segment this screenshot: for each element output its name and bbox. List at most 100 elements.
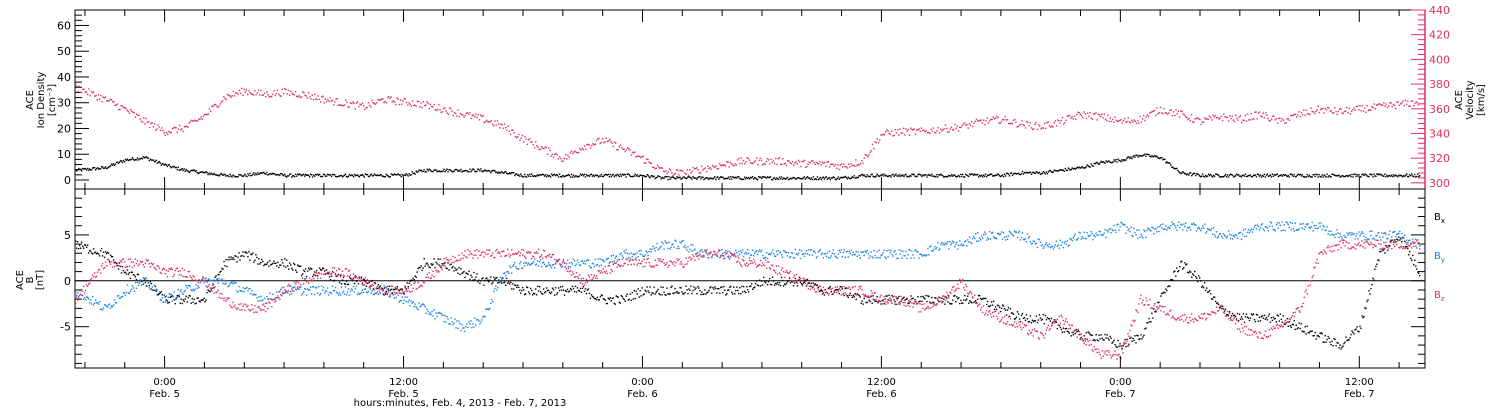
Bx-point bbox=[309, 267, 312, 269]
Bx-point bbox=[702, 293, 704, 296]
Bx-point bbox=[314, 274, 317, 277]
Bx-point bbox=[546, 289, 549, 292]
Bx-point bbox=[556, 292, 559, 294]
y-right-tick-label: 300 bbox=[1429, 177, 1450, 190]
density-point bbox=[390, 173, 392, 175]
velocity-point bbox=[1398, 104, 1401, 106]
Bx-point bbox=[750, 285, 752, 287]
density-point bbox=[374, 174, 377, 176]
velocity-point bbox=[834, 163, 837, 166]
density-point bbox=[678, 176, 680, 179]
Bx-point bbox=[713, 288, 715, 290]
density-point bbox=[1065, 169, 1067, 171]
By-point bbox=[1077, 237, 1079, 240]
density-point bbox=[1385, 176, 1387, 178]
density-point bbox=[557, 176, 560, 178]
Bx-point bbox=[813, 284, 816, 286]
density-point bbox=[1414, 173, 1416, 176]
By-point bbox=[484, 316, 486, 318]
Bx-point bbox=[788, 277, 791, 279]
Bx-point bbox=[1045, 319, 1048, 321]
velocity-point bbox=[1119, 119, 1121, 122]
density-point bbox=[1395, 174, 1397, 176]
Bx-point bbox=[579, 287, 582, 290]
velocity-point bbox=[1224, 116, 1226, 118]
velocity-point bbox=[470, 117, 472, 120]
Bx-point bbox=[177, 294, 179, 297]
velocity-point bbox=[1000, 120, 1003, 123]
Bx-point bbox=[777, 284, 780, 286]
density-point bbox=[510, 172, 512, 175]
density-point bbox=[1260, 176, 1263, 178]
Bx-point bbox=[1311, 330, 1313, 332]
density-point bbox=[1099, 162, 1101, 164]
By-point bbox=[1016, 236, 1019, 239]
Bx-point bbox=[142, 283, 145, 285]
By-point bbox=[650, 250, 652, 253]
velocity-point bbox=[574, 150, 576, 153]
Bx-point bbox=[346, 283, 349, 286]
density-point bbox=[1317, 176, 1319, 178]
velocity-point bbox=[1192, 121, 1194, 123]
velocity-point bbox=[730, 163, 733, 165]
density-point bbox=[438, 170, 440, 172]
velocity-point bbox=[419, 106, 421, 108]
velocity-point bbox=[1367, 109, 1370, 111]
Bx-point bbox=[1253, 318, 1256, 321]
Bx-point bbox=[202, 299, 204, 301]
By-point bbox=[651, 248, 653, 251]
By-point bbox=[403, 299, 405, 302]
By-point bbox=[828, 250, 831, 253]
Bx-point bbox=[923, 296, 925, 299]
Bx-point bbox=[751, 288, 754, 291]
density-point bbox=[580, 174, 583, 176]
velocity-point bbox=[955, 127, 957, 129]
Bx-point bbox=[466, 272, 468, 275]
velocity-point bbox=[741, 162, 744, 165]
density-point bbox=[927, 174, 929, 176]
velocity-point bbox=[333, 104, 335, 106]
By-point bbox=[285, 290, 287, 292]
Bx-point bbox=[535, 294, 538, 296]
Bx-point bbox=[358, 276, 361, 278]
density-point bbox=[408, 173, 410, 175]
density-point bbox=[1025, 171, 1028, 174]
velocity-point bbox=[1385, 103, 1387, 105]
velocity-point bbox=[604, 141, 606, 143]
By-point bbox=[693, 249, 695, 252]
Bx-point bbox=[959, 302, 961, 305]
Bx-point bbox=[75, 240, 77, 242]
By-point bbox=[570, 261, 573, 264]
Bx-point bbox=[1137, 335, 1139, 337]
By-point bbox=[177, 288, 179, 291]
velocity-point bbox=[343, 104, 346, 106]
density-point bbox=[1002, 175, 1005, 178]
density-point bbox=[465, 169, 467, 172]
density-point bbox=[889, 174, 891, 177]
By-point bbox=[151, 286, 154, 288]
By-point bbox=[503, 272, 505, 275]
velocity-point bbox=[832, 163, 834, 165]
By-point bbox=[264, 297, 266, 300]
velocity-point bbox=[1392, 103, 1395, 106]
Bx-point bbox=[262, 260, 264, 263]
By-point bbox=[416, 307, 418, 310]
density-point bbox=[282, 174, 284, 176]
density-point bbox=[947, 176, 949, 178]
Bx-point bbox=[338, 281, 341, 284]
velocity-point bbox=[679, 169, 681, 172]
Bx-point bbox=[178, 295, 180, 298]
By-point bbox=[420, 305, 422, 307]
velocity-point bbox=[211, 105, 213, 108]
By-point bbox=[610, 255, 613, 257]
density-point bbox=[1006, 172, 1009, 175]
density-point bbox=[1075, 167, 1077, 170]
density-point bbox=[623, 173, 625, 176]
velocity-point bbox=[1080, 115, 1083, 117]
velocity-point bbox=[886, 129, 888, 131]
Bx-point bbox=[1173, 271, 1175, 273]
density-point bbox=[904, 174, 906, 176]
velocity-point bbox=[366, 106, 368, 109]
velocity-point bbox=[290, 90, 292, 92]
density-point bbox=[601, 175, 604, 178]
